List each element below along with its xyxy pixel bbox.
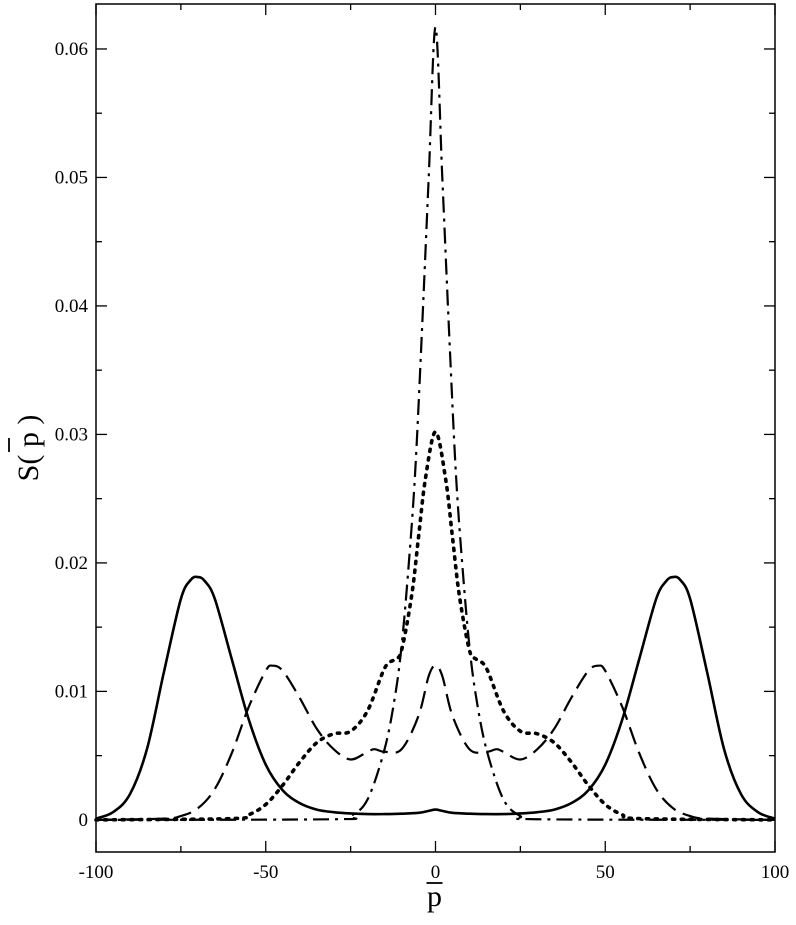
- series-line-dotted: [94, 430, 777, 822]
- y-tick-label: 0.06: [55, 39, 88, 60]
- series-layer: [94, 26, 777, 822]
- y-tick-label: 0.01: [55, 681, 88, 702]
- x-tick-label: 0: [431, 862, 441, 883]
- labels-layer: -100 -50 0 50 100 0 0.01 0.02 0.03 0.04 0.05 0.06: [55, 39, 790, 883]
- x-tick-label: -50: [253, 862, 278, 883]
- y-tick-label: 0.05: [55, 167, 88, 188]
- x-tick-label: -100: [79, 862, 114, 883]
- x-tick-label: 100: [761, 862, 790, 883]
- x-axis-title: p: [427, 880, 442, 913]
- series-line-dash-dot: [95, 26, 776, 821]
- series-line-dashed: [95, 664, 776, 821]
- series-line-solid: [95, 575, 776, 820]
- y-tick-label: 0.03: [55, 424, 88, 445]
- y-tick-label: 0.02: [55, 553, 88, 574]
- ticks-layer: [95, 4, 776, 852]
- y-tick-label: 0.04: [55, 296, 89, 317]
- y-axis-title: S( p ): [12, 415, 45, 482]
- plot-frame: [95, 3, 776, 853]
- y-tick-label: 0: [79, 810, 89, 831]
- x-tick-label: 50: [596, 862, 615, 883]
